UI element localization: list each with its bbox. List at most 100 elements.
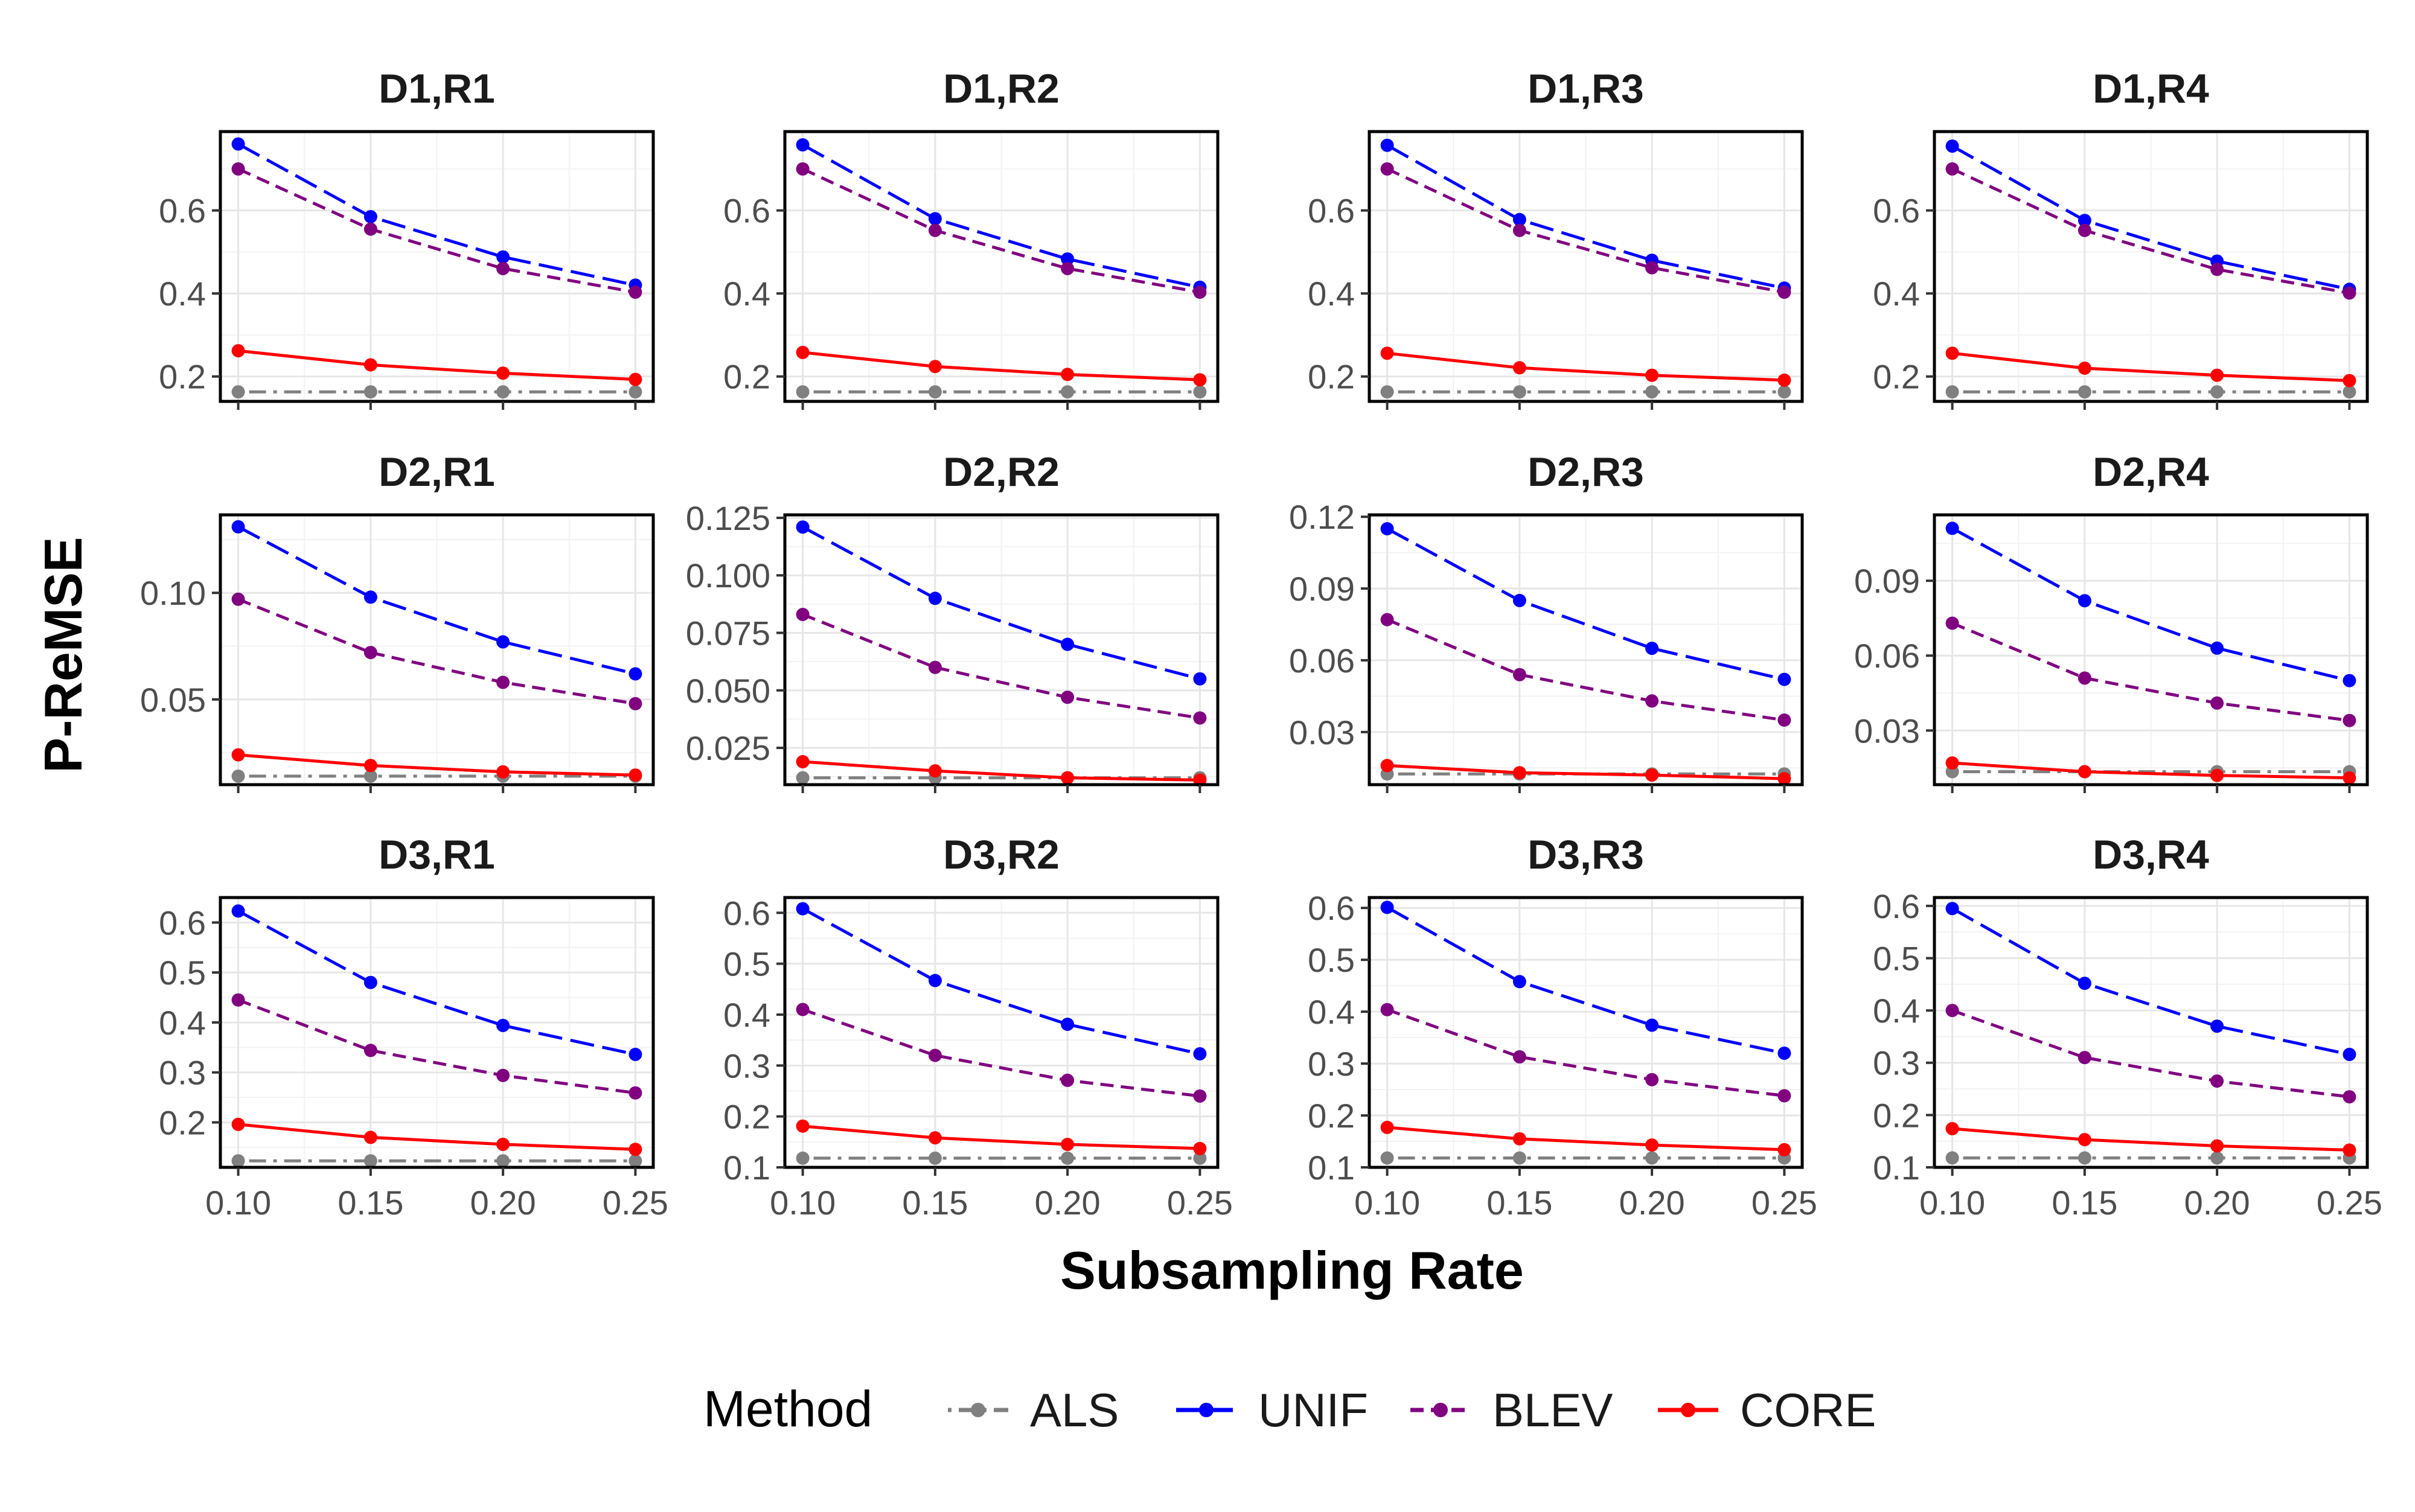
- data-point-blev: [363, 646, 377, 660]
- data-point-als: [496, 385, 510, 399]
- data-point-blev: [1061, 1073, 1075, 1087]
- series-line-core: [802, 351, 1200, 381]
- data-point-als: [1061, 1151, 1075, 1165]
- data-point-unif: [231, 904, 245, 918]
- y-tick-label: 0.03: [1854, 712, 1920, 750]
- panel-d1-r1: D1,R1 0.2 0.4 0.6: [159, 66, 655, 410]
- data-point-als: [796, 385, 810, 399]
- panel-d3-r3: D3,R3 0.1 0.2 0.3 0.4 0.5 0.6 0.10 0.15 0.20 0.25: [1308, 832, 1817, 1222]
- data-point-blev: [928, 223, 942, 237]
- series-line-unif: [1386, 527, 1785, 681]
- data-point-blev: [1945, 1004, 1959, 1018]
- data-point-unif: [796, 520, 810, 534]
- data-point-blev: [1380, 1003, 1394, 1016]
- legend-label-als: ALS: [1030, 1383, 1119, 1437]
- data-point-blev: [1061, 261, 1075, 275]
- data-point-blev: [363, 1044, 377, 1057]
- data-point-blev: [928, 660, 942, 674]
- data-point-blev: [231, 592, 245, 606]
- panel-border: [1367, 896, 1804, 1169]
- data-point-core: [363, 1131, 377, 1144]
- data-point-als: [1193, 1151, 1207, 1165]
- data-point-unif: [1380, 138, 1394, 152]
- data-point-blev: [1380, 162, 1394, 176]
- data-point-unif: [1380, 522, 1394, 535]
- y-tick-label: 0.050: [686, 672, 770, 710]
- panel-border: [783, 513, 1220, 786]
- legend-label-blev: BLEV: [1492, 1383, 1613, 1437]
- data-point-als: [1193, 385, 1207, 399]
- y-tick-label: 0.10: [140, 574, 206, 612]
- data-point-core: [2210, 768, 2224, 782]
- data-point-unif: [363, 975, 377, 989]
- data-point-unif: [629, 667, 642, 681]
- series-line-core: [1387, 1126, 1785, 1152]
- y-tick-label: 0.2: [1308, 1097, 1355, 1135]
- y-tick-label: 0.4: [723, 275, 770, 313]
- data-point-blev: [1193, 711, 1207, 725]
- data-point-core: [1193, 1141, 1207, 1155]
- data-point-blev: [2210, 696, 2224, 710]
- series-line-blev: [237, 998, 636, 1095]
- data-point-unif: [2343, 1047, 2356, 1061]
- data-point-unif: [928, 974, 942, 987]
- x-tick-label: 0.15: [337, 1184, 403, 1222]
- x-tick-label: 0.20: [470, 1184, 536, 1222]
- series-line-core: [1387, 764, 1785, 780]
- series-line-unif: [802, 143, 1200, 289]
- panel-title: D3,R1: [379, 832, 495, 878]
- panel-d3-r4: D3,R4 0.1 0.2 0.3 0.4 0.5 0.6 0.10 0.15 0.20 0.25: [1873, 832, 2382, 1222]
- series-line-unif: [802, 525, 1201, 681]
- data-point-als: [2343, 385, 2356, 399]
- data-point-als: [231, 385, 245, 399]
- data-point-blev: [2343, 713, 2356, 727]
- data-point-unif: [629, 1047, 642, 1061]
- data-point-core: [1380, 1120, 1394, 1134]
- data-point-als: [928, 1151, 942, 1165]
- data-point-blev: [496, 1068, 510, 1082]
- data-point-unif: [2210, 1019, 2224, 1033]
- y-tick-label: 0.6: [159, 192, 206, 230]
- series-line-core: [238, 753, 636, 777]
- y-tick-label: 0.6: [1308, 192, 1355, 230]
- data-point-unif: [2210, 641, 2224, 655]
- data-point-core: [796, 754, 810, 768]
- panel-d1-r4: D1,R4 0.2 0.4 0.6: [1873, 66, 2369, 410]
- data-point-core: [928, 764, 942, 778]
- series-line-blev: [1951, 1009, 2350, 1099]
- data-point-unif: [1193, 672, 1207, 686]
- x-tick-label: 0.15: [1486, 1184, 1552, 1222]
- panel-d1-r2: D1,R2 0.2 0.4 0.6: [723, 66, 1220, 410]
- data-point-als: [2210, 385, 2224, 399]
- panel-d2-r3: D2,R3 0.03 0.06 0.09 0.12: [1289, 449, 1804, 793]
- data-point-blev: [796, 608, 810, 621]
- data-point-als: [231, 769, 245, 783]
- series-line-blev: [1951, 622, 2350, 723]
- series-line-unif: [802, 907, 1200, 1056]
- panel-border: [1367, 130, 1804, 403]
- x-tick-label: 0.10: [1354, 1184, 1420, 1222]
- legend-label-unif: UNIF: [1258, 1383, 1368, 1437]
- data-point-core: [2210, 368, 2224, 382]
- data-point-blev: [1193, 285, 1207, 299]
- series-line-blev: [802, 613, 1200, 719]
- data-point-core: [1380, 346, 1394, 360]
- data-point-core: [2078, 765, 2091, 779]
- series-line-unif: [1386, 906, 1785, 1055]
- series-line-unif: [1951, 907, 2350, 1056]
- series-line-unif: [237, 910, 636, 1056]
- legend-key-point-blev: [1433, 1403, 1448, 1417]
- data-point-unif: [928, 592, 942, 605]
- series-line-unif: [1951, 527, 2350, 683]
- data-point-blev: [1061, 691, 1075, 704]
- legend: Method ALS UNIF BLEV CORE: [703, 1380, 1876, 1437]
- y-tick-label: 0.100: [686, 557, 770, 595]
- data-point-core: [796, 1119, 810, 1133]
- y-tick-label: 0.3: [723, 1047, 770, 1085]
- data-point-unif: [496, 1018, 510, 1032]
- y-tick-label: 0.6: [1308, 889, 1355, 927]
- series-line-blev: [237, 598, 636, 706]
- data-point-core: [2078, 362, 2091, 375]
- y-tick-label: 0.4: [159, 1004, 206, 1042]
